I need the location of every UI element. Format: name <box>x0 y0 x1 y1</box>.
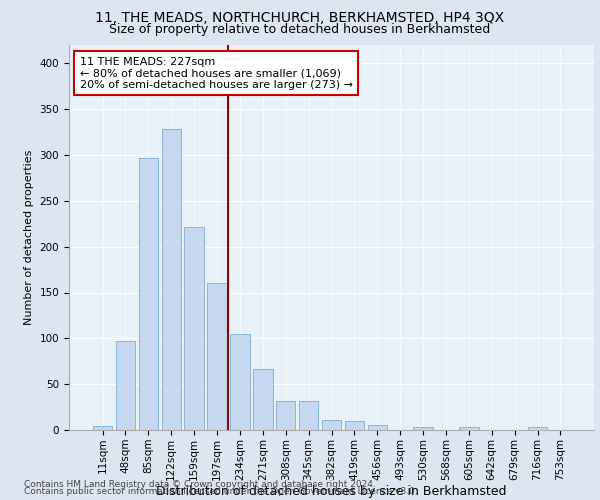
Bar <box>161 130 181 430</box>
X-axis label: Distribution of detached houses by size in Berkhamsted: Distribution of detached houses by size … <box>156 486 507 498</box>
Bar <box>413 427 433 430</box>
Bar <box>299 400 319 430</box>
Bar <box>276 400 295 430</box>
Bar <box>230 334 250 430</box>
Bar <box>208 284 227 430</box>
Text: Contains public sector information licensed under the Open Government Licence v3: Contains public sector information licen… <box>24 487 418 496</box>
Text: Size of property relative to detached houses in Berkhamsted: Size of property relative to detached ho… <box>109 22 491 36</box>
Bar <box>139 158 158 430</box>
Bar <box>528 427 547 430</box>
Text: 11 THE MEADS: 227sqm
← 80% of detached houses are smaller (1,069)
20% of semi-de: 11 THE MEADS: 227sqm ← 80% of detached h… <box>79 56 353 90</box>
Bar <box>322 420 341 430</box>
Bar <box>184 228 204 430</box>
Text: Contains HM Land Registry data © Crown copyright and database right 2024.: Contains HM Land Registry data © Crown c… <box>24 480 376 489</box>
Bar <box>459 427 479 430</box>
Text: 11, THE MEADS, NORTHCHURCH, BERKHAMSTED, HP4 3QX: 11, THE MEADS, NORTHCHURCH, BERKHAMSTED,… <box>95 11 505 25</box>
Y-axis label: Number of detached properties: Number of detached properties <box>24 150 34 325</box>
Bar <box>93 426 112 430</box>
Bar <box>368 426 387 430</box>
Bar <box>344 421 364 430</box>
Bar <box>116 341 135 430</box>
Bar <box>253 368 272 430</box>
